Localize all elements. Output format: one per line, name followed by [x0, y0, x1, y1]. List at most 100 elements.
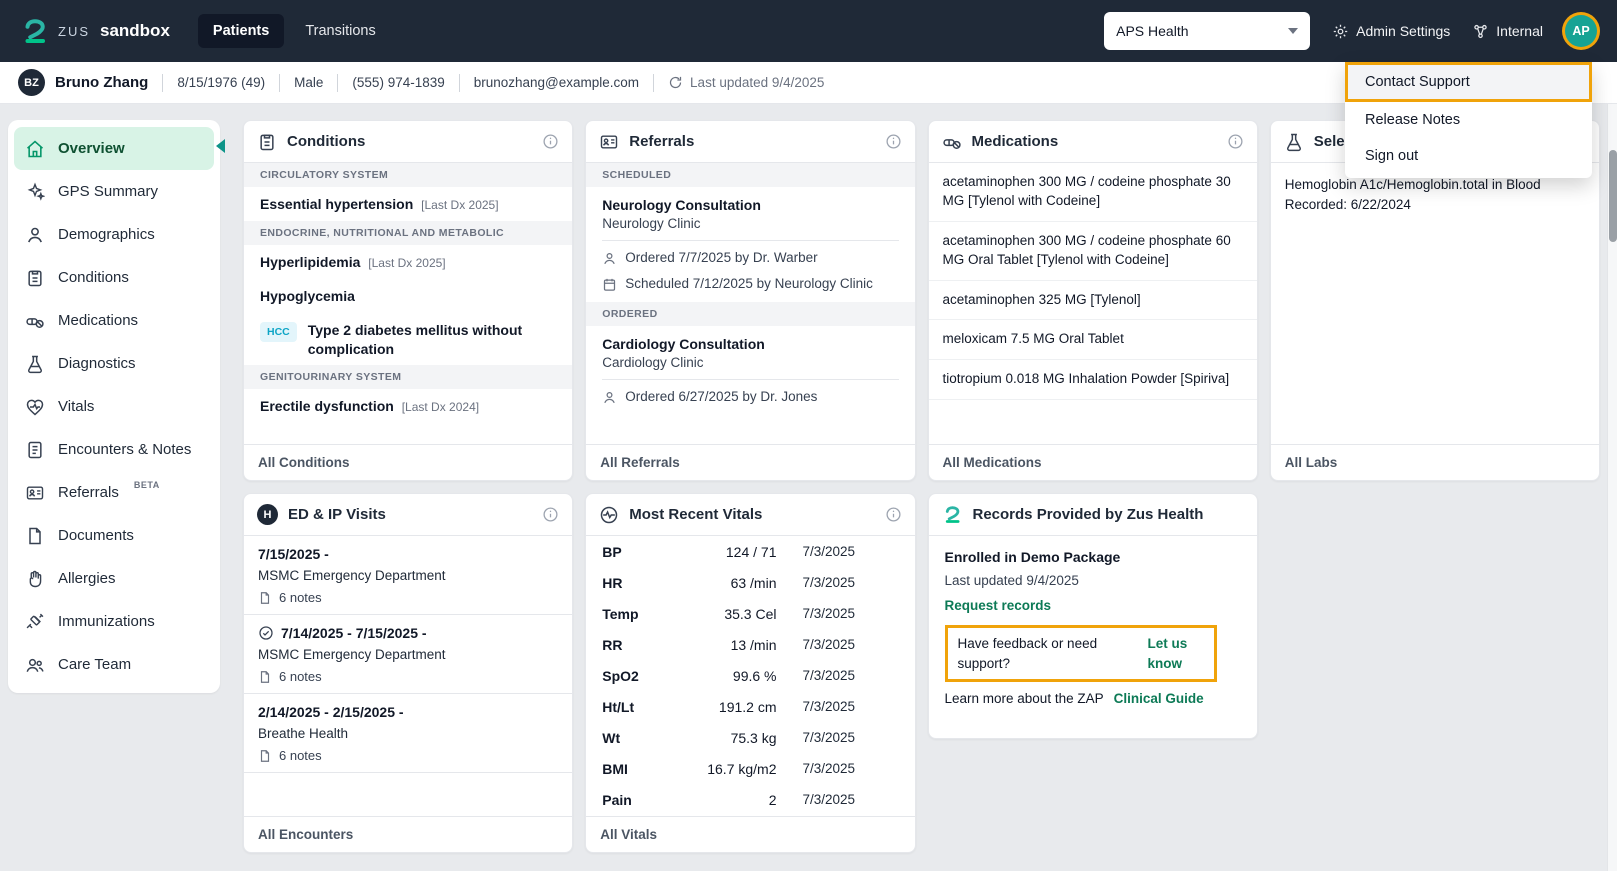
internal-button[interactable]: Internal [1472, 23, 1543, 40]
sidebar-item-vitals[interactable]: Vitals [14, 385, 214, 428]
vital-row[interactable]: BP 124 / 71 7/3/2025 [586, 536, 914, 567]
clinical-guide-link[interactable]: Clinical Guide [1113, 691, 1204, 707]
medication-row[interactable]: meloxicam 7.5 MG Oral Tablet [928, 320, 1257, 361]
sidebar-item-immunizations[interactable]: Immunizations [14, 600, 214, 643]
user-avatar[interactable]: AP [1565, 15, 1597, 47]
sidebar-item-label: GPS Summary [58, 183, 159, 200]
all-conditions-link[interactable]: All Conditions [258, 455, 350, 470]
sidebar-item-diagnostics[interactable]: Diagnostics [14, 342, 214, 385]
card-title: Conditions [287, 133, 366, 150]
tab-transitions[interactable]: Transitions [305, 23, 376, 39]
condition-row[interactable]: Erectile dysfunction [Last Dx 2024] [244, 389, 572, 423]
all-labs-link[interactable]: All Labs [1284, 455, 1338, 470]
scrollbar-track[interactable] [1607, 104, 1617, 871]
card-title: Most Recent Vitals [629, 506, 763, 523]
medication-row[interactable]: acetaminophen 300 MG / codeine phosphate… [928, 222, 1257, 281]
clipboard-icon [260, 134, 274, 150]
menu-item-release-notes[interactable]: Release Notes [1365, 112, 1461, 128]
tab-patients[interactable]: Patients [197, 14, 285, 48]
sidebar-item-documents[interactable]: Documents [14, 514, 214, 557]
all-medications-link[interactable]: All Medications [942, 455, 1042, 470]
vital-label: SpO2 [602, 667, 639, 684]
sidebar-item-label: Allergies [58, 570, 116, 587]
clipboard-icon [28, 270, 42, 286]
referral-ordered-text: Ordered 7/7/2025 by Dr. Warber [625, 250, 818, 265]
vital-row[interactable]: SpO2 99.6 % 7/3/2025 [586, 660, 914, 691]
condition-row[interactable]: Hypoglycemia [244, 279, 572, 313]
vital-value: 75.3 kg [730, 729, 777, 746]
records-last-updated: Last updated 9/4/2025 [944, 573, 1079, 588]
pills-icon [942, 138, 961, 149]
hospital-icon: H [257, 504, 278, 525]
info-icon[interactable] [542, 133, 559, 150]
sidebar-item-allergies[interactable]: Allergies [14, 557, 214, 600]
referral-entry[interactable]: Neurology Consultation Neurology Clinic … [586, 187, 914, 302]
vital-row[interactable]: Wt 75.3 kg 7/3/2025 [586, 722, 914, 753]
sidebar-item-gps-summary[interactable]: GPS Summary [14, 170, 214, 213]
info-icon[interactable] [885, 506, 902, 523]
condition-row[interactable]: HCC Type 2 diabetes mellitus without com… [244, 313, 572, 366]
encounter-notes-count: 6 notes [279, 748, 322, 763]
all-vitals-link[interactable]: All Vitals [600, 827, 658, 842]
sidebar-item-medications[interactable]: Medications [14, 299, 214, 342]
condition-row[interactable]: Essential hypertension [Last Dx 2025] [244, 187, 572, 221]
medication-row[interactable]: acetaminophen 325 MG [Tylenol] [928, 281, 1257, 321]
zus-logo-icon [945, 506, 959, 523]
referral-scheduled-text: Scheduled 7/12/2025 by Neurology Clinic [625, 275, 873, 291]
person-icon [28, 227, 42, 242]
encounter-item[interactable]: 7/15/2025 - MSMC Emergency Department 6 … [244, 536, 573, 615]
info-icon[interactable] [885, 133, 902, 150]
zus-logo[interactable]: zus sandbox [20, 16, 170, 46]
vital-row[interactable]: HR 63 /min 7/3/2025 [586, 567, 914, 598]
all-encounters-link[interactable]: All Encounters [258, 827, 354, 842]
referral-section-header: SCHEDULED [586, 163, 915, 187]
heart-pulse-icon [26, 399, 44, 416]
divider [279, 73, 281, 92]
admin-settings-button[interactable]: Admin Settings [1332, 23, 1450, 40]
vital-row[interactable]: Temp 35.3 Cel 7/3/2025 [586, 598, 914, 629]
vital-date: 7/3/2025 [802, 699, 856, 714]
request-records-link[interactable]: Request records [944, 598, 1052, 613]
info-icon[interactable] [1227, 133, 1244, 150]
scrollbar-thumb[interactable] [1609, 150, 1617, 242]
vital-value: 99.6 % [732, 667, 777, 684]
note-icon [260, 591, 270, 604]
condition-row[interactable]: Hyperlipidemia [Last Dx 2025] [244, 245, 572, 279]
vital-row[interactable]: BMI 16.7 kg/m2 7/3/2025 [586, 753, 914, 784]
vital-row[interactable]: RR 13 /min 7/3/2025 [586, 629, 914, 660]
notes-icon [28, 441, 42, 458]
medication-row[interactable]: tiotropium 0.018 MG Inhalation Powder [S… [928, 360, 1257, 401]
note-icon [260, 749, 270, 762]
sidebar-item-label: Immunizations [58, 613, 155, 630]
patient-sex: Male [294, 75, 324, 90]
lab-row[interactable]: Hemoglobin A1c/Hemoglobin.total in Blood… [1271, 163, 1599, 226]
referral-entry[interactable]: Cardiology Consultation Cardiology Clini… [586, 326, 914, 415]
gear-icon [1333, 24, 1348, 38]
sidebar-item-demographics[interactable]: Demographics [14, 213, 214, 256]
sidebar-collapse-icon[interactable] [216, 139, 225, 153]
encounter-item[interactable]: 2/14/2025 - 2/15/2025 - Breathe Health 6… [244, 694, 573, 773]
org-select[interactable]: APS Health [1104, 12, 1311, 50]
refresh-icon[interactable] [668, 75, 683, 90]
internal-icon [1474, 24, 1488, 38]
nav-tabs: Patients Transitions [197, 14, 391, 48]
sidebar-item-encounters-notes[interactable]: Encounters & Notes [14, 428, 214, 471]
menu-item-contact-support[interactable]: Contact Support [1345, 62, 1592, 102]
sidebar-item-care-team[interactable]: Care Team [14, 643, 214, 686]
menu-item-sign-out[interactable]: Sign out [1365, 148, 1419, 164]
feedback-callout: Have feedback or need support? Let us kn… [944, 625, 1217, 683]
medication-row[interactable]: acetaminophen 300 MG / codeine phosphate… [928, 163, 1257, 222]
encounter-facility: MSMC Emergency Department [258, 647, 446, 662]
pills-icon [26, 317, 44, 328]
sidebar-item-conditions[interactable]: Conditions [14, 256, 214, 299]
sidebar-item-referrals[interactable]: Referrals BETA [14, 471, 214, 514]
encounter-item[interactable]: 7/14/2025 - 7/15/2025 - MSMC Emergency D… [244, 615, 573, 694]
encounter-facility: Breathe Health [258, 726, 349, 741]
sidebar-item-overview[interactable]: Overview [14, 127, 214, 170]
info-icon[interactable] [542, 506, 559, 523]
let-us-know-link[interactable]: Let us know [1147, 636, 1188, 671]
vital-row[interactable]: Pain 2 7/3/2025 [586, 784, 914, 815]
vital-row[interactable]: Ht/Lt 191.2 cm 7/3/2025 [586, 691, 914, 722]
sidebar-item-label: Demographics [58, 226, 155, 243]
all-referrals-link[interactable]: All Referrals [600, 455, 680, 470]
